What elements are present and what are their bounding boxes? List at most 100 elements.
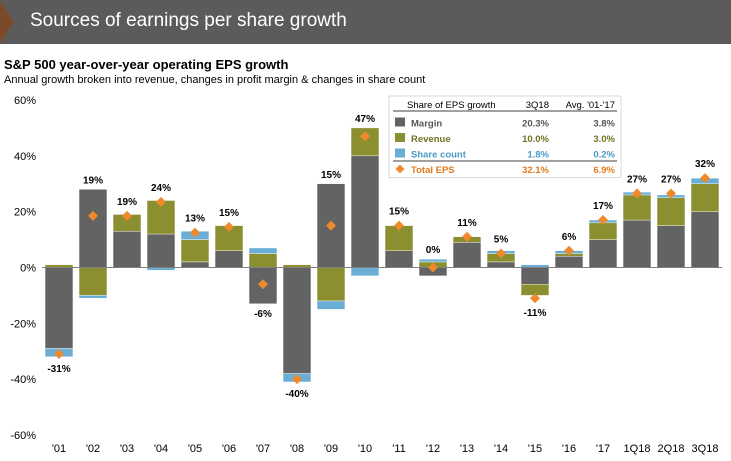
total-eps-marker xyxy=(530,293,540,304)
y-tick-label: 60% xyxy=(14,95,36,107)
legend-row-name: Share count xyxy=(411,150,467,161)
margin-bar xyxy=(588,239,618,268)
margin-bar xyxy=(554,256,584,268)
x-tick-label: '17 xyxy=(596,443,610,455)
x-tick-label: 3Q18 xyxy=(692,443,719,455)
total-eps-marker xyxy=(292,374,302,385)
x-tick-label: '08 xyxy=(290,443,304,455)
total-eps-marker xyxy=(88,210,98,221)
y-tick-label: -60% xyxy=(10,430,36,442)
revenue-bar xyxy=(146,200,176,235)
legend-header-avg: Avg. '01-'17 xyxy=(566,100,615,111)
total-eps-label: 27% xyxy=(661,175,681,186)
total-eps-label: 24% xyxy=(151,183,171,194)
share-count-bar xyxy=(316,300,346,310)
revenue-bar xyxy=(588,222,618,240)
y-tick-label: -20% xyxy=(10,318,36,330)
x-tick-label: 1Q18 xyxy=(624,443,651,455)
legend-row-q: 10.0% xyxy=(522,134,549,145)
x-tick-label: '02 xyxy=(86,443,100,455)
total-eps-marker xyxy=(700,173,710,184)
total-eps-marker xyxy=(54,349,64,360)
total-eps-marker xyxy=(190,227,200,238)
total-eps-label: -6% xyxy=(254,309,272,320)
x-tick-label: '15 xyxy=(528,443,542,455)
share-count-bar xyxy=(78,295,108,299)
margin-bar xyxy=(180,261,210,268)
total-eps-label: 17% xyxy=(593,201,613,212)
margin-bar xyxy=(350,155,380,268)
total-eps-marker xyxy=(394,220,404,231)
margin-bar xyxy=(112,231,142,268)
banner-accent-tab xyxy=(0,0,14,44)
legend-swatch xyxy=(395,117,405,127)
revenue-bar xyxy=(690,183,720,212)
y-tick-label: 40% xyxy=(14,151,36,163)
revenue-bar xyxy=(180,239,210,263)
x-tick-label: '11 xyxy=(392,443,406,455)
share-count-bar xyxy=(248,247,278,254)
total-eps-marker xyxy=(326,220,336,231)
legend-row-avg: 0.2% xyxy=(593,150,615,161)
total-eps-marker xyxy=(122,210,132,221)
total-eps-marker xyxy=(258,279,268,290)
margin-bar xyxy=(622,219,652,268)
total-eps-marker xyxy=(564,245,574,256)
chart-title: S&P 500 year-over-year operating EPS gro… xyxy=(4,57,289,72)
total-eps-label: 6% xyxy=(562,232,577,243)
total-eps-label: 47% xyxy=(355,114,375,125)
x-tick-label: '09 xyxy=(324,443,338,455)
x-tick-label: '06 xyxy=(222,443,236,455)
legend-row-name: Revenue xyxy=(411,134,451,145)
x-tick-label: '01 xyxy=(52,443,66,455)
total-eps-marker xyxy=(598,215,608,226)
page-title: Sources of earnings per share growth xyxy=(30,10,347,31)
total-eps-label: 19% xyxy=(117,197,137,208)
margin-bar xyxy=(282,267,312,374)
total-eps-marker xyxy=(156,196,166,207)
legend-swatch xyxy=(395,133,405,142)
total-eps-marker xyxy=(496,248,506,259)
total-eps-marker xyxy=(666,188,676,199)
legend-row-q: 1.8% xyxy=(527,150,549,161)
x-tick-label: '12 xyxy=(426,443,440,455)
total-eps-label: -11% xyxy=(524,308,547,319)
total-eps-marker xyxy=(462,231,472,242)
margin-bar xyxy=(78,189,108,268)
x-tick-label: '04 xyxy=(154,443,168,455)
x-tick-label: '03 xyxy=(120,443,134,455)
x-tick-label: '07 xyxy=(256,443,270,455)
x-tick-label: '14 xyxy=(494,443,508,455)
header-banner: Sources of earnings per share growth xyxy=(0,0,731,44)
total-eps-label: 0% xyxy=(426,245,441,256)
revenue-bar xyxy=(622,194,652,221)
legend-row-q: 32.1% xyxy=(522,165,549,176)
margin-bar xyxy=(520,267,550,285)
x-tick-label: '10 xyxy=(358,443,372,455)
total-eps-marker xyxy=(360,131,370,142)
revenue-bar xyxy=(248,253,278,268)
total-eps-marker xyxy=(224,222,234,233)
legend-row-q: 20.3% xyxy=(522,119,549,130)
legend-swatch-total-eps xyxy=(395,164,405,174)
revenue-bar xyxy=(78,267,108,296)
total-eps-label: -31% xyxy=(47,364,70,375)
margin-bar xyxy=(656,225,686,268)
margin-bar xyxy=(384,250,414,268)
total-eps-label: 11% xyxy=(457,218,477,229)
legend-header-q: 3Q18 xyxy=(526,100,549,111)
x-tick-label: 2Q18 xyxy=(658,443,685,455)
total-eps-label: 15% xyxy=(389,207,409,218)
legend-row-name: Margin xyxy=(411,119,442,130)
legend-row-avg: 6.9% xyxy=(593,165,615,176)
chart-subtitle: Annual growth broken into revenue, chang… xyxy=(4,74,426,86)
total-eps-label: 5% xyxy=(494,235,509,246)
margin-bar xyxy=(452,242,482,268)
y-tick-label: 20% xyxy=(14,207,36,219)
total-eps-label: 13% xyxy=(185,214,205,225)
total-eps-label: 19% xyxy=(83,175,103,186)
legend-box xyxy=(388,95,622,178)
legend-swatch xyxy=(395,148,405,158)
y-tick-label: -40% xyxy=(10,374,36,386)
